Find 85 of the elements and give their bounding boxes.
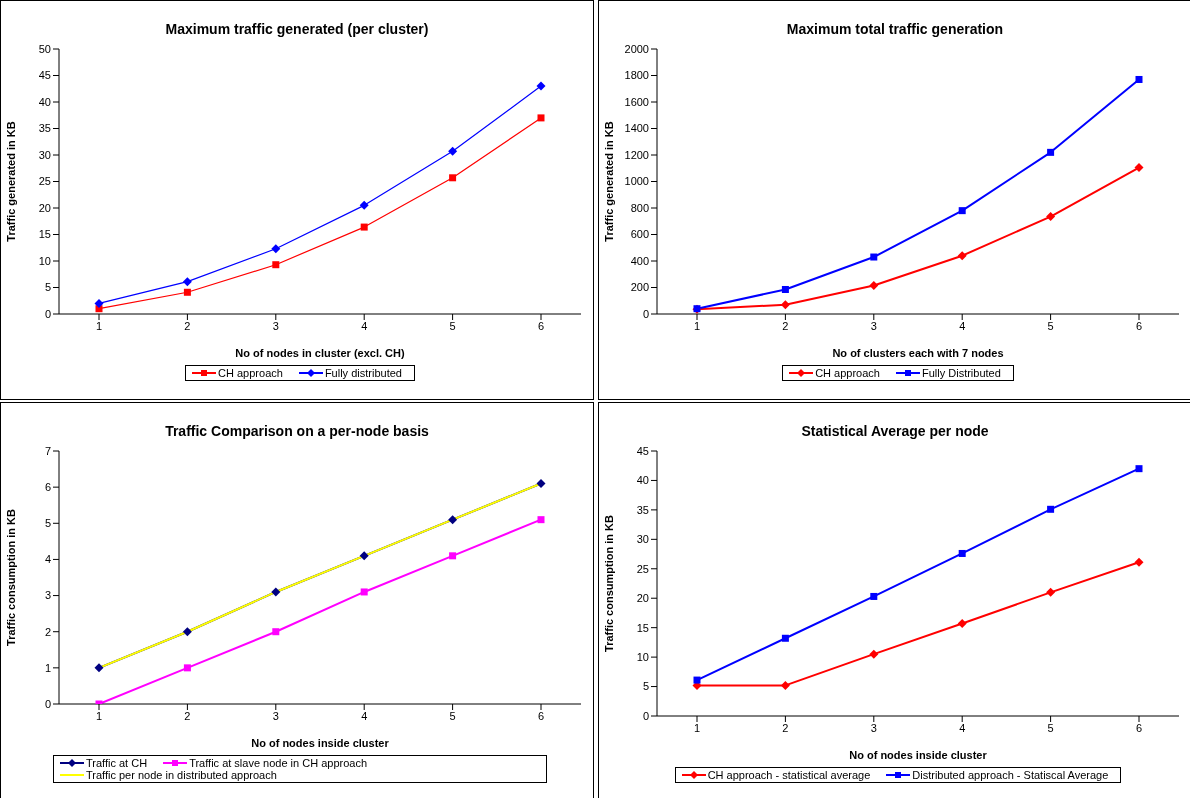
y-tick-label: 6 <box>44 481 51 494</box>
y-tick-label: 7 <box>44 444 51 457</box>
y-tick-label: 20 <box>38 201 51 214</box>
y-tick-label: 5 <box>44 281 51 294</box>
y-tick-label: 1600 <box>624 95 649 108</box>
y-tick-label: 10 <box>38 254 51 267</box>
y-tick-label: 800 <box>630 201 649 214</box>
x-tick-label: 5 <box>449 709 456 722</box>
x-axis-title: No of nodes inside cluster <box>849 749 988 761</box>
legend-label: Fully Distributed <box>921 367 1001 379</box>
legend-label: CH approach <box>218 367 283 379</box>
y-tick-label: 1800 <box>624 69 649 82</box>
y-tick-label: 25 <box>636 562 649 575</box>
y-axis-title: Traffic generated in KB <box>602 121 615 242</box>
y-tick-label: 5 <box>642 680 649 693</box>
y-axis-title: Traffic consumption in KB <box>602 515 615 652</box>
y-tick-label: 50 <box>38 42 51 55</box>
x-tick-label: 4 <box>361 319 368 332</box>
y-tick-label: 15 <box>636 621 649 634</box>
legend-label: Distributed approach - Statiscal Average <box>912 769 1109 781</box>
x-tick-label: 5 <box>1047 721 1054 734</box>
y-tick-label: 40 <box>636 474 649 487</box>
y-tick-label: 600 <box>630 228 649 241</box>
x-tick-label: 4 <box>959 319 966 332</box>
x-tick-label: 4 <box>361 709 368 722</box>
x-tick-label: 2 <box>184 709 191 722</box>
legend-label: Traffic per node in distributed approach <box>86 769 277 781</box>
y-tick-label: 0 <box>44 307 51 320</box>
x-tick-label: 1 <box>95 319 103 332</box>
y-tick-label: 45 <box>636 444 649 457</box>
legend-label: Fully distributed <box>324 367 402 379</box>
x-tick-label: 2 <box>184 319 191 332</box>
x-tick-label: 5 <box>1047 319 1054 332</box>
y-tick-label: 15 <box>38 228 51 241</box>
y-tick-label: 1400 <box>624 122 649 135</box>
y-tick-label: 2000 <box>624 42 649 55</box>
y-tick-label: 30 <box>38 148 51 161</box>
chart-title: Maximum total traffic generation <box>785 21 1005 37</box>
x-tick-label: 6 <box>537 319 545 332</box>
x-tick-label: 6 <box>1135 319 1143 332</box>
x-tick-label: 6 <box>1135 721 1143 734</box>
y-tick-label: 3 <box>44 589 51 602</box>
x-axis-title: No of clusters each with 7 nodes <box>832 347 1004 359</box>
y-axis-title: Traffic generated in KB <box>4 121 17 242</box>
y-tick-label: 40 <box>38 95 51 108</box>
y-tick-label: 2 <box>44 625 51 638</box>
legend-label: Traffic at slave node in CH approach <box>189 757 368 769</box>
x-tick-label: 4 <box>959 721 966 734</box>
legend-label: CH approach <box>815 367 880 379</box>
legend-label: Traffic at CH <box>86 757 148 769</box>
legend-label: CH approach - statistical average <box>707 769 871 781</box>
y-tick-label: 4 <box>44 553 51 566</box>
y-tick-label: 35 <box>636 503 649 516</box>
x-axis-title: No of nodes inside cluster <box>251 737 390 749</box>
y-tick-label: 0 <box>44 697 51 710</box>
x-tick-label: 6 <box>537 709 545 722</box>
x-tick-label: 3 <box>870 319 877 332</box>
y-tick-label: 30 <box>636 533 649 546</box>
y-tick-label: 25 <box>38 175 51 188</box>
y-tick-label: 1 <box>44 661 51 674</box>
y-tick-label: 35 <box>38 122 51 135</box>
y-axis-title: Traffic consumption in KB <box>4 509 17 646</box>
y-tick-label: 45 <box>38 69 51 82</box>
x-tick-label: 2 <box>782 721 789 734</box>
y-tick-label: 10 <box>636 651 649 664</box>
chart-title: Statistical Average per node <box>800 423 990 439</box>
chart-title: Maximum traffic generated (per cluster) <box>164 21 430 37</box>
y-tick-label: 1000 <box>624 175 649 188</box>
y-tick-label: 0 <box>642 709 649 722</box>
y-tick-label: 400 <box>630 254 649 267</box>
y-tick-label: 0 <box>642 307 649 320</box>
x-tick-label: 1 <box>95 709 103 722</box>
x-tick-label: 1 <box>693 319 701 332</box>
chart-title: Traffic Comparison on a per-node basis <box>164 423 430 439</box>
x-tick-label: 2 <box>782 319 789 332</box>
x-tick-label: 3 <box>870 721 877 734</box>
y-tick-label: 1200 <box>624 148 649 161</box>
y-tick-label: 20 <box>636 592 649 605</box>
x-tick-label: 5 <box>449 319 456 332</box>
x-tick-label: 1 <box>693 721 701 734</box>
y-tick-label: 200 <box>630 281 649 294</box>
x-tick-label: 3 <box>272 319 279 332</box>
x-tick-label: 3 <box>272 709 279 722</box>
x-axis-title: No of nodes in cluster (excl. CH) <box>235 347 405 359</box>
y-tick-label: 5 <box>44 517 51 530</box>
